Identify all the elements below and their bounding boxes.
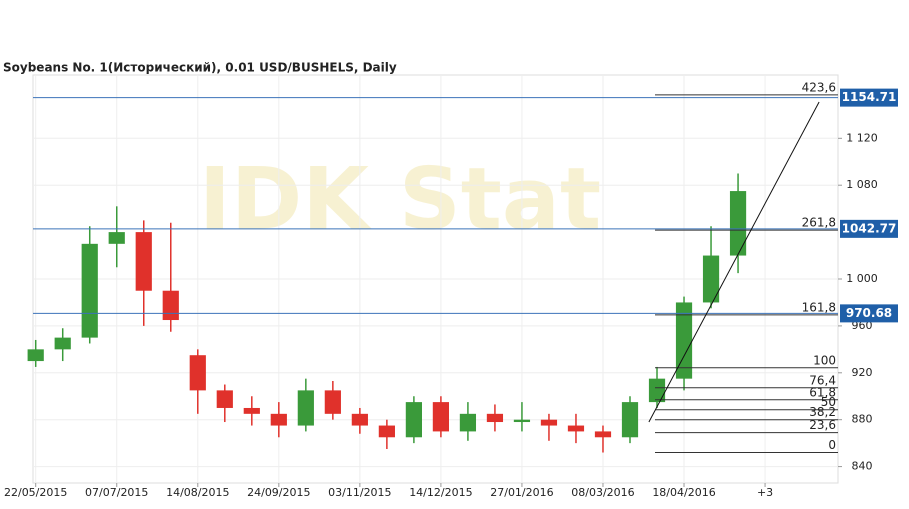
candle-body [405,402,422,438]
candle-body [54,337,71,350]
candle-body [513,419,531,423]
y-tick-label: 920 [852,366,873,379]
candle-body [702,255,720,303]
price-box [840,304,898,323]
price-label: 1154.71 [842,90,897,104]
trendline [648,101,820,423]
candle-body [81,243,98,338]
x-tick-label: 03/11/2015 [328,486,391,499]
x-tick-label: 14/08/2015 [166,486,229,499]
fib-label: 76,4 [809,373,836,387]
fib-label: 50 [821,395,836,409]
fib-label: 0 [828,438,836,452]
x-tick-label: 24/09/2015 [247,486,310,499]
fib-label: 161,8 [802,300,836,314]
candle-body [621,402,639,438]
fib-label: 61,8 [809,385,836,399]
fib-label: 38,2 [809,405,836,419]
candle-body [594,431,612,438]
candle-body [162,290,179,321]
candle-body [297,390,314,426]
chart-title: Soybeans No. 1(Исторический), 0.01 USD/B… [3,61,397,75]
candle-body [243,407,260,414]
x-tick-label: 14/12/2015 [409,486,472,499]
x-tick-label: 07/07/2015 [85,486,148,499]
candle-body [486,413,504,423]
fib-label: 423,6 [802,80,836,94]
candle-body [324,390,341,414]
candle-body [351,413,368,426]
candle-body [378,425,395,438]
candle-body [270,413,287,426]
candle-body [540,419,558,426]
fib-label: 23,6 [809,418,836,432]
candle-body [27,349,44,362]
price-box [840,219,898,238]
candle-body [216,390,233,408]
x-tick-label: 27/01/2016 [490,486,553,499]
y-tick-label: 1 000 [846,272,878,285]
price-box [840,88,898,107]
candle-body [432,402,450,432]
candle-body [729,191,747,256]
watermark: IDK Stat [199,149,601,249]
y-tick-label: 1 080 [846,178,878,191]
x-tick-label: +3 [757,486,773,499]
y-tick-label: 1 120 [846,131,878,144]
candle-body [108,232,125,244]
y-tick-label: 840 [852,460,873,473]
x-tick-label: 18/04/2016 [652,486,715,499]
candle-body [189,355,206,391]
candle-body [675,302,693,379]
y-tick-label: 880 [852,413,873,426]
price-label: 970.68 [846,306,892,320]
candle-body [648,378,666,403]
fib-label: 100 [813,353,836,367]
candle-body [135,232,152,291]
fib-label: 261,8 [802,216,836,230]
price-label: 1042.77 [842,221,897,235]
x-tick-label: 22/05/2015 [4,486,67,499]
candle-body [459,413,477,432]
candle-body [567,425,585,432]
x-tick-label: 08/03/2016 [571,486,634,499]
